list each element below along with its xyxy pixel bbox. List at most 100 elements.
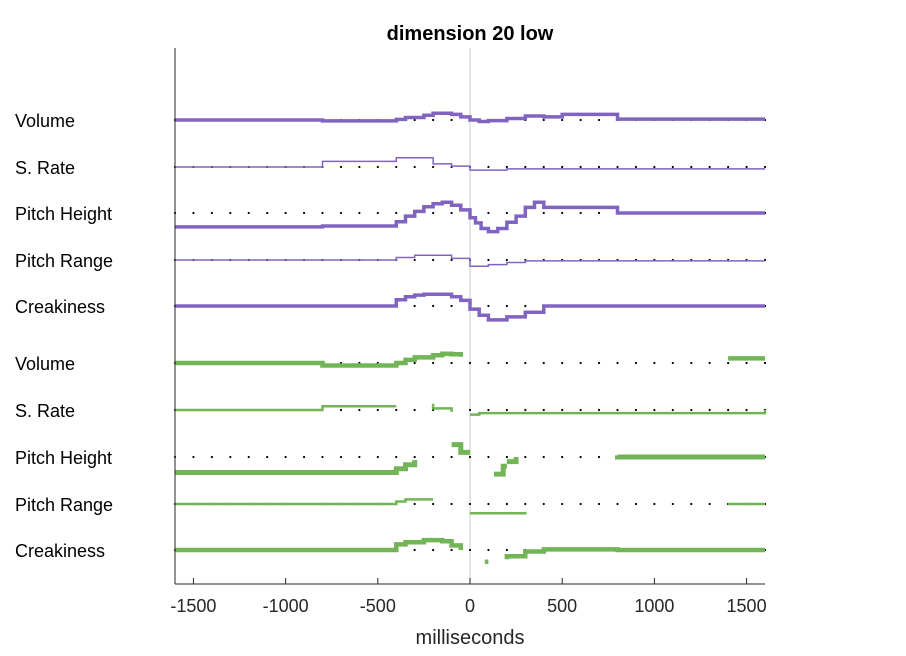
- baseline-dot: [358, 211, 361, 215]
- baseline-dot: [505, 548, 508, 552]
- baseline-dot: [579, 502, 582, 506]
- baseline-dot: [395, 455, 398, 459]
- baseline-dot: [376, 211, 379, 215]
- baseline-dot: [413, 548, 416, 552]
- baseline-dot: [653, 361, 656, 365]
- baseline-dot: [395, 165, 398, 169]
- baseline-dot: [561, 211, 564, 215]
- baseline-dot: [727, 165, 730, 169]
- baseline-dot: [561, 455, 564, 459]
- baseline-dot: [524, 408, 527, 412]
- baseline-dot: [450, 211, 453, 215]
- x-tick-label: -1500: [170, 596, 216, 616]
- baseline-dot: [302, 455, 306, 459]
- series-line: [175, 156, 765, 171]
- baseline-dot: [487, 502, 490, 506]
- baseline-dot: [358, 165, 361, 169]
- series-line: [175, 254, 765, 267]
- baseline-dot: [671, 361, 674, 365]
- baseline-dot: [745, 408, 748, 412]
- series-line: [470, 410, 767, 416]
- series-line: [615, 454, 765, 460]
- baseline-dot: [432, 118, 435, 122]
- baseline-dot: [727, 408, 730, 412]
- baseline-dot: [579, 118, 582, 122]
- baseline-dot: [413, 361, 416, 365]
- baseline-dot: [413, 502, 416, 506]
- baseline-dot: [210, 455, 213, 459]
- row-label: Creakiness: [15, 297, 105, 317]
- baseline-dot: [432, 502, 435, 506]
- baseline-dot: [339, 455, 343, 459]
- baseline-dot: [690, 165, 693, 169]
- series-line: [175, 111, 765, 124]
- baseline-dot: [561, 361, 564, 365]
- baseline-dot: [487, 165, 490, 169]
- baseline-dot: [597, 165, 601, 169]
- baseline-dot: [616, 502, 619, 506]
- baseline-dot: [708, 408, 711, 412]
- baseline-dot: [450, 304, 453, 308]
- baseline-dot: [542, 408, 545, 412]
- baseline-dot: [616, 408, 619, 412]
- baseline-dot: [339, 408, 343, 412]
- row-label: Pitch Range: [15, 495, 113, 515]
- baseline-dot: [505, 455, 508, 459]
- row-label: Creakiness: [15, 541, 105, 561]
- series-line: [175, 537, 464, 553]
- baseline-dot: [505, 502, 508, 506]
- baseline-dot: [284, 211, 287, 215]
- baseline-dot: [432, 211, 435, 215]
- baseline-dot: [413, 258, 416, 262]
- series-line: [470, 511, 527, 515]
- baseline-dot: [616, 165, 619, 169]
- baseline-dot: [505, 408, 508, 412]
- series-line: [175, 351, 464, 368]
- baseline-dot: [413, 408, 416, 412]
- baseline-dot: [505, 361, 508, 365]
- baseline-dot: [339, 211, 343, 215]
- baseline-dot: [395, 408, 398, 412]
- baseline-dot: [597, 211, 601, 215]
- baseline-dot: [524, 304, 527, 308]
- baseline-dot: [432, 165, 435, 169]
- baseline-dot: [597, 455, 601, 459]
- x-axis-label: milliseconds: [416, 627, 525, 649]
- baseline-dot: [634, 165, 638, 169]
- series-line: [175, 200, 765, 234]
- baseline-dot: [561, 118, 564, 122]
- baseline-dot: [487, 258, 490, 262]
- baseline-dot: [413, 455, 416, 459]
- baseline-dot: [432, 361, 435, 365]
- series-line: [451, 442, 470, 455]
- baseline-dot: [634, 502, 638, 506]
- baseline-dot: [671, 408, 674, 412]
- series-lines: [175, 111, 767, 565]
- row-label: Pitch Range: [15, 251, 113, 271]
- baseline-dot: [763, 165, 767, 169]
- baseline-dot: [524, 455, 527, 459]
- series-line: [175, 498, 434, 506]
- row-label: S. Rate: [15, 158, 75, 178]
- x-tick-label: 0: [465, 596, 475, 616]
- baseline-dot: [229, 211, 232, 215]
- series-line: [175, 292, 765, 322]
- baseline-dot: [745, 361, 748, 365]
- baseline-dot: [708, 361, 711, 365]
- baseline-dot: [468, 455, 472, 459]
- baseline-dot: [653, 165, 656, 169]
- baseline-dot: [561, 408, 564, 412]
- baseline-dot: [358, 408, 361, 412]
- baseline-dot: [634, 361, 638, 365]
- row-label: S. Rate: [15, 401, 75, 421]
- x-tick-label: 1000: [634, 596, 674, 616]
- baseline-dot: [413, 118, 416, 122]
- row-label: Volume: [15, 111, 75, 131]
- baseline-dot: [487, 548, 490, 552]
- baseline-dot: [505, 165, 508, 169]
- baseline-dot: [561, 165, 564, 169]
- baseline-dot: [542, 118, 545, 122]
- baseline-dot: [376, 408, 379, 412]
- baseline-dot: [432, 258, 435, 262]
